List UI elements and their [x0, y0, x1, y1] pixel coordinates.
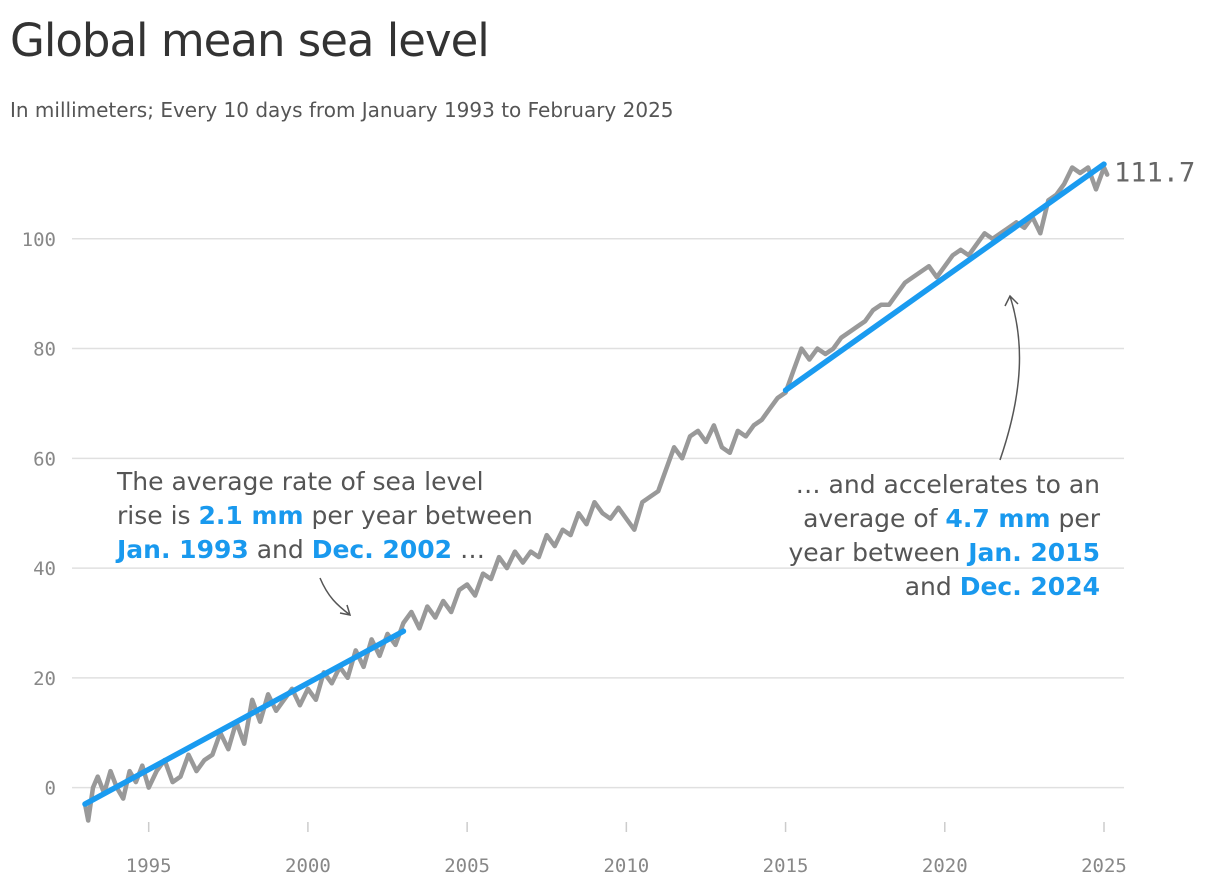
axis-labels: 0 20 40 60 80 100 1995 2000 2005 2010 2015 2020 2025…: [22, 158, 1196, 877]
annotation-right-text: and: [904, 572, 960, 601]
series-layer: [82, 161, 1110, 823]
annotation-left-rate: 2.1 mm: [198, 501, 304, 530]
arrow-right-head: [1004, 294, 1019, 307]
annotation-right-end: Dec. 2024: [959, 572, 1100, 601]
chart-title: Global mean sea level: [10, 14, 490, 67]
x-tick-label: 1995: [126, 855, 172, 877]
annotation-arrows: [319, 294, 1021, 616]
y-tick-label: 60: [33, 448, 56, 470]
y-tick-label: 20: [33, 668, 56, 690]
annotation-left-end: Dec. 2002: [311, 535, 453, 564]
annotation-left-text: …: [452, 535, 485, 564]
x-tick-label: 2025: [1081, 855, 1127, 877]
annotation-left-start: Jan. 1993: [117, 535, 249, 564]
annotation-right-text: per: [1050, 504, 1100, 533]
arrow-right: [999, 295, 1021, 461]
annotation-right-start: Jan. 2015: [968, 538, 1100, 567]
annotation-right-line1: … and accelerates to an: [795, 470, 1100, 499]
gridlines: [72, 238, 1124, 832]
annotation-right: … and accelerates to an average of 4.7 m…: [700, 468, 1100, 604]
chart-subtitle: In millimeters; Every 10 days from Janua…: [10, 98, 674, 122]
arrow-left-head: [339, 604, 352, 616]
x-tick-label: 2015: [763, 855, 809, 877]
x-tick-label: 2020: [922, 855, 968, 877]
trend-line: [82, 628, 407, 807]
annotation-left-line1: The average rate of sea level: [117, 467, 484, 496]
annotation-right-text: year between: [788, 538, 969, 567]
annotation-left: The average rate of sea level rise is 2.…: [117, 465, 557, 567]
annotation-right-text: average of: [803, 504, 946, 533]
y-tick-label: 100: [22, 229, 56, 251]
x-tick-label: 2000: [285, 855, 331, 877]
x-tick-label: 2010: [603, 855, 649, 877]
end-value-label: 111.7: [1114, 158, 1195, 189]
annotation-left-text: and: [248, 535, 312, 564]
annotation-left-text: rise is: [117, 501, 199, 530]
trend-line: [782, 161, 1107, 394]
arrow-left: [319, 577, 351, 616]
x-tick-label: 2005: [444, 855, 490, 877]
annotation-left-text: per year between: [303, 501, 533, 530]
y-tick-label: 40: [33, 558, 56, 580]
annotation-right-rate: 4.7 mm: [945, 504, 1051, 533]
y-tick-label: 80: [33, 339, 56, 361]
y-tick-label: 0: [45, 778, 56, 800]
